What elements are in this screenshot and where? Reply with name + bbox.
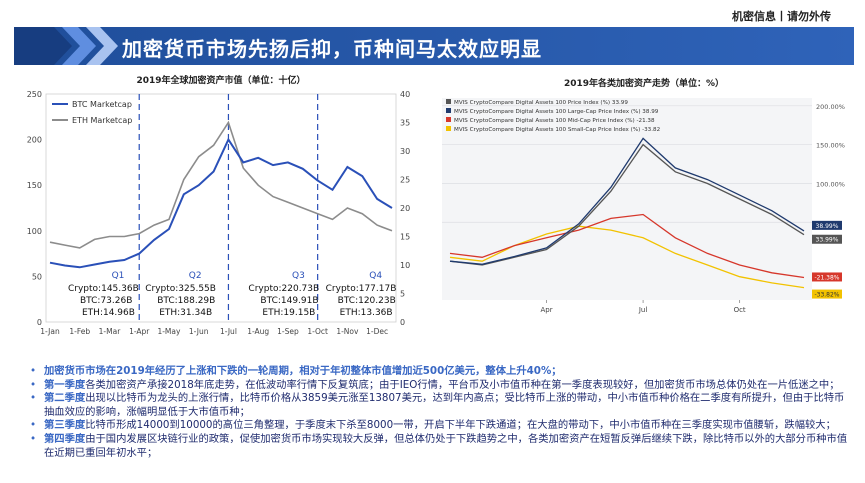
plot-frame (45, 93, 397, 323)
legend-btc-label: BTC Marketcap (72, 100, 132, 109)
x-tick-label: 1-Jul (220, 327, 237, 336)
y-left-tick-label: 250 (27, 90, 42, 99)
end-value-label: -21.38% (814, 274, 839, 281)
end-value-tag (812, 234, 842, 244)
x-tick-label: 1-Oct (307, 327, 328, 336)
eth-marketcap-line (49, 120, 393, 249)
quarter-crypto-value: Crypto:177.17B (326, 284, 397, 294)
y-left-tick-label: 0 (37, 318, 42, 327)
quarter-eth-value: ETH:31.34B (159, 308, 212, 318)
y-right-tick-label: 20 (400, 204, 410, 213)
quarter-crypto-value: Crypto:145.36B (68, 284, 139, 294)
page-title: 加密货币市场先扬后抑，币种间马太效应明显 (122, 37, 542, 61)
legend-swatch (446, 99, 451, 104)
y-right-tick-label: 5 (400, 290, 405, 299)
quarter-label: Q1 (112, 271, 125, 281)
y-left-tick-label: 100 (27, 227, 42, 236)
x-tick-label: 1-Sep (277, 327, 299, 336)
y-right-tick-label: 0 (400, 318, 405, 327)
plot-background (442, 98, 812, 300)
legend-label: MVIS CryptoCompare Digital Assets 100 Mi… (454, 118, 655, 124)
x-tick-label: 1-Aug (247, 327, 269, 336)
y-right-tick-label: 40 (400, 90, 410, 99)
y-right-tick-label: 10 (400, 261, 410, 270)
quarter-btc-value: BTC:188.29B (157, 296, 215, 306)
x-tick-label: 1-Nov (336, 327, 359, 336)
quarter-label: Q2 (189, 271, 202, 281)
confidential-label: 机密信息丨请勿外传 (732, 10, 831, 23)
legend-label: MVIS CryptoCompare Digital Assets 100 Sm… (454, 127, 660, 133)
y-right-tick-label: 30 (400, 147, 410, 156)
left-chart-title: 2019年全球加密资产市值（单位：十亿） (136, 76, 306, 86)
x-tick-label: 1-May (157, 327, 181, 336)
y-right-tick-label: 35 (400, 119, 410, 128)
quarter-crypto-value: Crypto:220.73B (248, 284, 319, 294)
quarter-btc-value: BTC:73.26B (80, 296, 132, 306)
commentary-list: 加密货币市场在2019年经历了上涨和下跌的一轮周期，相对于年初整体市值增加近50… (30, 365, 850, 460)
x-tick-label: 1-Dec (366, 327, 388, 336)
end-value-label: 38.99% (816, 223, 839, 230)
bullet-q2: 第二季度出现以比特币为龙头的上涨行情，比特币价格从3859美元涨至13807美元… (30, 392, 850, 419)
bullet-q4: 第四季度由于国内发展区块链行业的政策，促使加密货币市场实现较大反弹，但总体仍处于… (30, 433, 850, 460)
y-tick-label: 200.00% (816, 103, 845, 111)
y-left-tick-label: 150 (27, 181, 42, 190)
mid-cap-index-line (449, 213, 805, 279)
y-left-tick-label: 200 (27, 136, 42, 145)
end-value-tag (812, 272, 842, 282)
x-tick-label: 1-Jan (40, 327, 60, 336)
large-cap-index-line (449, 137, 805, 265)
price-index-plot: 200.00%150.00%100.00%50.00%AprJulOctMVIS… (442, 98, 845, 314)
price-index-chart: 2019年各类加密资产走势（单位：%） 200.00% 150.00% 100.00… (438, 73, 850, 348)
quarter-btc-value: BTC:149.91B (260, 296, 318, 306)
bullet-summary: 加密货币市场在2019年经历了上涨和下跌的一轮周期，相对于年初整体市值增加近50… (30, 365, 850, 379)
legend-eth-label: ETH Marketcap (72, 116, 132, 125)
legend-swatch (446, 108, 451, 113)
quarter-crypto-value: Crypto:325.55B (145, 284, 216, 294)
quarter-label: Q3 (292, 271, 305, 281)
x-tick-label: Jul (638, 306, 648, 314)
y-right-tick-label: 15 (400, 233, 410, 242)
x-tick-label: 1-Mar (99, 327, 122, 336)
quarter-eth-value: ETH:19.15B (262, 308, 315, 318)
end-value-tag (812, 220, 842, 230)
bullet-q3: 第三季度比特币形成14000到10000的高位三角整理，于季度末下杀至8000一… (30, 419, 850, 433)
y-tick-label: 100.00% (816, 180, 845, 188)
end-value-tag (812, 289, 842, 299)
x-tick-label: Apr (540, 306, 552, 314)
btc-marketcap-line (49, 137, 393, 269)
right-chart-title: 2019年各类加密资产走势（单位：%） (563, 79, 725, 89)
market-cap-chart: 2019年全球加密资产市值（单位：十亿） 0 50 100 150 200 250 0 5 10… (22, 73, 420, 348)
legend-label: MVIS CryptoCompare Digital Assets 100 Pr… (454, 100, 628, 106)
quarter-eth-value: ETH:13.36B (340, 308, 393, 318)
price-index-line (449, 143, 805, 266)
y-right-tick-label: 25 (400, 176, 410, 185)
title-banner: 加密货币市场先扬后抑，币种间马太效应明显 (14, 27, 854, 65)
x-tick-label: 1-Apr (129, 327, 150, 336)
y-left-tick-label: 50 (32, 272, 42, 281)
x-tick-label: 1-Jun (189, 327, 209, 336)
x-tick-label: 1-Feb (69, 327, 90, 336)
market-cap-plot: 0 50 100 150 200 250 0 5 10 15 20 25 30 35 40 1-Jan 1-Fe… (27, 90, 410, 336)
bullet-q1: 第一季度各类加密资产承接2018年底走势，在低波动率行情下反复筑底；由于IEO行… (30, 379, 850, 393)
quarter-eth-value: ETH:14.96B (82, 308, 135, 318)
end-value-label: -33.82% (814, 292, 839, 299)
legend-label: MVIS CryptoCompare Digital Assets 100 La… (454, 109, 659, 115)
chevron-decoration-icon (14, 27, 118, 65)
y-tick-label: 150.00% (816, 142, 845, 150)
quarter-label: Q4 (369, 271, 382, 281)
legend-swatch (446, 117, 451, 122)
x-tick-label: Oct (734, 306, 746, 314)
end-value-label: 33.99% (816, 237, 839, 244)
quarter-btc-value: BTC:120.23B (338, 296, 396, 306)
legend-swatch (446, 126, 451, 131)
